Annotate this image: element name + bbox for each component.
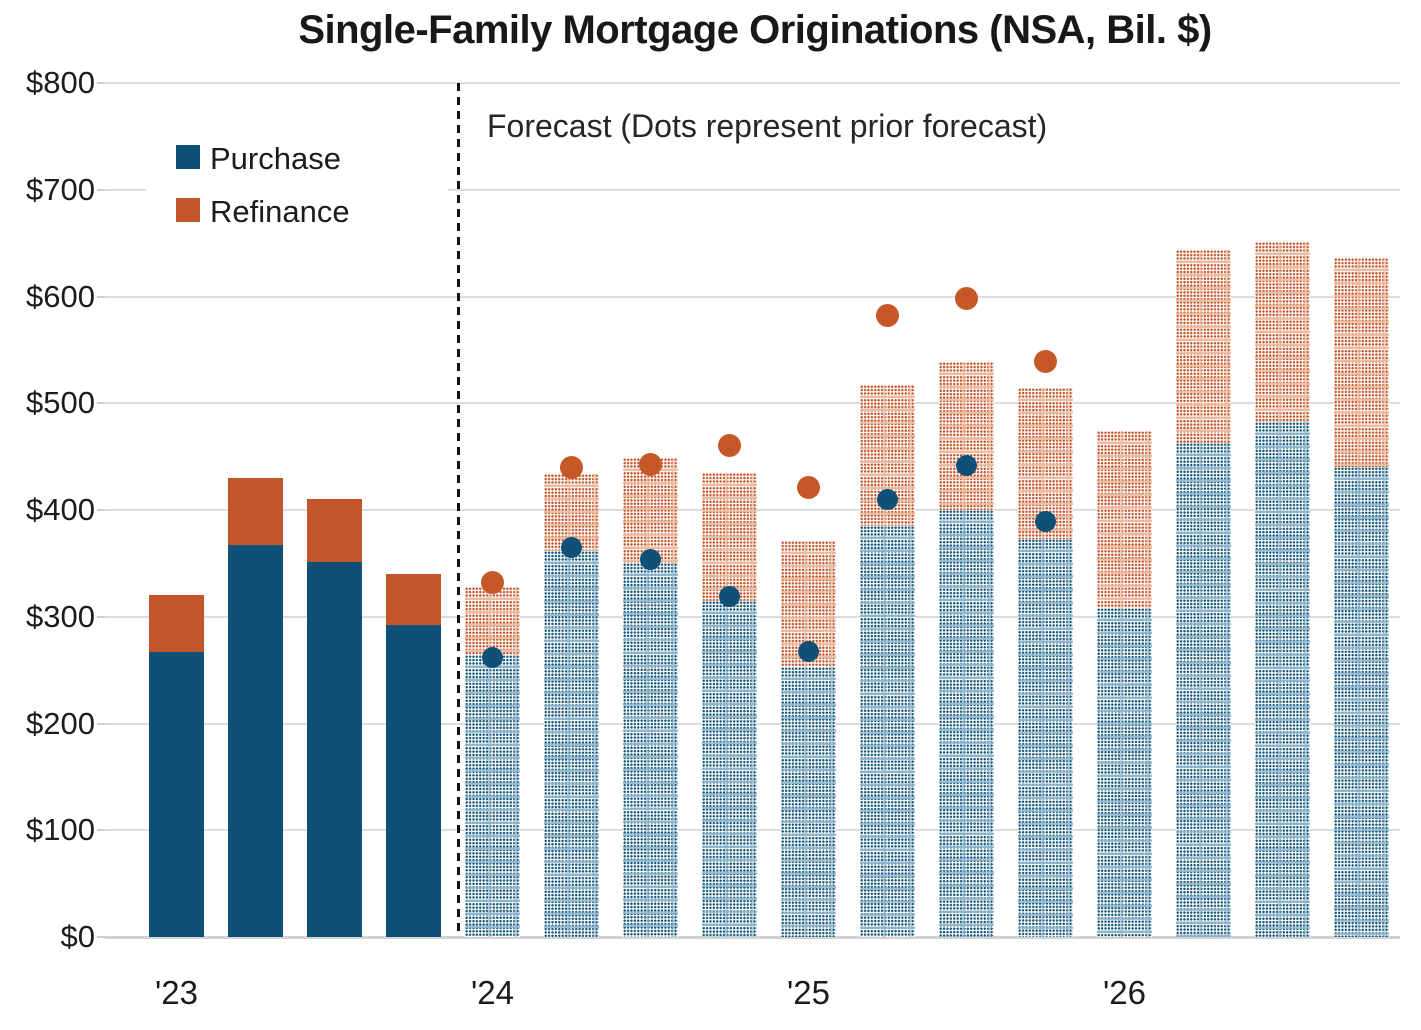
prior-forecast-dot-purchase-25Q4 (1035, 511, 1056, 533)
bar-purchase-23Q4 (386, 625, 441, 937)
y-axis-label-300: $300 (26, 598, 95, 634)
prior-forecast-dot-purchase-24Q4 (719, 585, 740, 607)
bar-refinance-24Q1 (465, 586, 520, 656)
y-tick-mark-100 (97, 829, 105, 832)
forecast-separator-line (457, 83, 460, 937)
x-axis-label-26: '26 (1102, 974, 1146, 1011)
x-axis-label-25: '25 (786, 974, 830, 1011)
y-tick-mark-700 (97, 188, 105, 191)
prior-forecast-dot-purchase-24Q3 (640, 548, 661, 570)
prior-forecast-dot-total-24Q2 (560, 455, 583, 479)
bar-purchase-26Q1 (1097, 608, 1152, 937)
gridline-500 (105, 402, 1400, 405)
gridline-700 (105, 188, 1400, 191)
bar-refinance-26Q1 (1097, 431, 1152, 609)
bar-purchase-25Q1 (781, 666, 836, 937)
chart-title: Single-Family Mortgage Originations (NSA… (298, 8, 1212, 52)
y-tick-mark-0 (97, 936, 105, 938)
y-axis-label-500: $500 (26, 385, 95, 421)
bar-refinance-24Q4 (702, 472, 757, 601)
prior-forecast-dot-total-24Q3 (639, 452, 662, 476)
prior-forecast-dot-total-25Q2 (876, 304, 899, 328)
prior-forecast-dot-total-24Q1 (481, 571, 504, 595)
bar-purchase-24Q2 (544, 550, 599, 937)
bar-refinance-26Q4 (1334, 258, 1389, 468)
bar-purchase-23Q2 (228, 545, 283, 937)
purchase-swatch-icon (176, 145, 200, 169)
prior-forecast-dot-purchase-24Q2 (561, 536, 582, 558)
bar-purchase-25Q2 (860, 526, 915, 937)
y-tick-mark-600 (97, 295, 105, 298)
chart-legend: Purchase Refinance (146, 134, 448, 234)
y-tick-mark-800 (97, 82, 105, 84)
prior-forecast-dot-purchase-24Q1 (482, 646, 503, 668)
bar-refinance-23Q1 (149, 595, 204, 652)
x-axis-label-23: '23 (154, 974, 198, 1011)
y-tick-mark-200 (97, 722, 105, 725)
bar-refinance-25Q3 (939, 361, 994, 510)
prior-forecast-dot-total-25Q4 (1034, 350, 1057, 374)
prior-forecast-dot-total-25Q3 (955, 287, 978, 311)
bar-purchase-25Q4 (1018, 538, 1073, 937)
bar-refinance-23Q2 (228, 477, 283, 546)
y-axis-label-600: $600 (26, 278, 95, 314)
y-tick-mark-500 (97, 402, 105, 405)
bar-purchase-24Q1 (465, 655, 520, 937)
bar-purchase-23Q1 (149, 651, 204, 937)
refinance-swatch-icon (176, 198, 200, 222)
y-axis-label-400: $400 (26, 492, 95, 527)
prior-forecast-dot-purchase-25Q3 (956, 454, 977, 476)
bar-refinance-23Q3 (307, 499, 362, 563)
prior-forecast-dot-total-24Q4 (718, 434, 741, 458)
x-axis-label-24: '24 (470, 974, 514, 1011)
bar-refinance-23Q4 (386, 574, 441, 626)
bar-purchase-26Q2 (1176, 442, 1231, 937)
legend-label-purchase: Purchase (210, 141, 341, 176)
bar-purchase-24Q3 (623, 563, 678, 937)
gridline-0 (105, 936, 1400, 939)
bar-refinance-26Q3 (1255, 242, 1310, 423)
gridline-800 (105, 82, 1400, 84)
forecast-annotation: Forecast (Dots represent prior forecast) (487, 108, 1048, 144)
gridline-600 (105, 295, 1400, 298)
prior-forecast-dot-purchase-25Q1 (798, 641, 819, 663)
prior-forecast-dot-total-25Q1 (797, 476, 820, 500)
bar-purchase-25Q3 (939, 510, 994, 937)
bar-refinance-26Q2 (1176, 249, 1231, 443)
y-axis-label-700: $700 (26, 171, 95, 207)
bar-purchase-24Q4 (702, 600, 757, 937)
y-axis-label-0: $0 (60, 919, 95, 954)
y-axis-label-200: $200 (26, 705, 95, 741)
bar-purchase-26Q4 (1334, 467, 1389, 937)
legend-label-refinance: Refinance (210, 194, 350, 229)
bar-purchase-26Q3 (1255, 422, 1310, 937)
y-tick-mark-400 (97, 509, 105, 511)
bar-purchase-23Q3 (307, 562, 362, 937)
prior-forecast-dot-purchase-25Q2 (877, 488, 898, 510)
y-axis-label-100: $100 (26, 812, 95, 848)
y-tick-mark-300 (97, 615, 105, 618)
y-axis-label-800: $800 (26, 65, 95, 100)
